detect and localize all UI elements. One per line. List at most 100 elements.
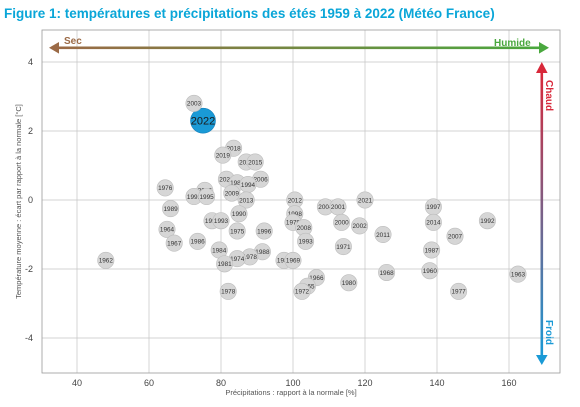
- point-label: 1966: [309, 275, 324, 282]
- point-label: 1989: [163, 206, 178, 213]
- point-bubble: [424, 213, 442, 231]
- point-bubble: [333, 213, 351, 231]
- point-label: 1976: [158, 185, 173, 192]
- data-point: 1978: [219, 282, 237, 300]
- data-point: 1977: [450, 282, 468, 300]
- data-point: 1992: [478, 212, 496, 230]
- plot-frame: [41, 29, 561, 374]
- point-bubble: [165, 234, 183, 252]
- point-bubble: [237, 191, 255, 209]
- point-bubble: [478, 212, 496, 230]
- point-bubble: [284, 251, 302, 269]
- data-point: 1996: [255, 222, 273, 240]
- point-label: 2020: [219, 177, 234, 184]
- x-tick-label: 40: [72, 378, 82, 388]
- data-point: 1981: [216, 255, 234, 273]
- data-point: 1993: [297, 232, 315, 250]
- x-tick-label: 60: [144, 378, 154, 388]
- point-bubble: [446, 227, 464, 245]
- data-point: 2011: [374, 226, 392, 244]
- data-point: 2013: [237, 191, 255, 209]
- point-label: 1960: [423, 268, 438, 275]
- point-label: 2015: [248, 159, 263, 166]
- hot-label: Chaud: [543, 80, 554, 111]
- point-bubble: [219, 282, 237, 300]
- wet-label: Humide: [494, 38, 531, 49]
- point-bubble: [162, 200, 180, 218]
- point-label: 1963: [511, 271, 526, 278]
- point-bubble: [340, 274, 358, 292]
- y-tick-label: 4: [28, 57, 33, 67]
- data-point: 1997: [424, 198, 442, 216]
- point-label: 2006: [253, 177, 268, 184]
- x-tick-label: 120: [357, 378, 372, 388]
- data-point: 1986: [189, 232, 207, 250]
- data-point: 1975: [228, 222, 246, 240]
- data-point: 1963: [509, 265, 527, 283]
- x-axis-ticks: 40 60 80 100 120 140 160: [72, 378, 517, 388]
- point-label: 1974: [230, 256, 245, 263]
- cold-label: Froid: [543, 320, 554, 345]
- point-label: 2003: [187, 101, 202, 108]
- point-bubble: [450, 282, 468, 300]
- y-tick-label: -2: [25, 264, 33, 274]
- y-axis-ticks: -4 -2 0 2 4: [25, 57, 33, 343]
- point-label: 1988: [255, 249, 270, 256]
- point-bubble: [185, 94, 203, 112]
- arrow-up-icon: [536, 62, 548, 73]
- dry-label: Sec: [64, 36, 82, 47]
- point-bubble: [158, 220, 176, 238]
- point-label: 1971: [336, 244, 351, 251]
- data-point: 2014: [424, 213, 442, 231]
- point-label: 2013: [239, 197, 254, 204]
- y-tick-label: -4: [25, 333, 33, 343]
- data-point: 1980: [340, 274, 358, 292]
- point-bubble: [216, 255, 234, 273]
- point-label: 2014: [426, 220, 441, 227]
- point-label: 1987: [424, 247, 439, 254]
- point-label: 1977: [451, 289, 466, 296]
- point-bubble: [351, 217, 369, 235]
- point-label: 1995: [199, 194, 214, 201]
- point-label: 2008: [297, 225, 312, 232]
- data-point: 1976: [156, 179, 174, 197]
- point-bubble: [297, 232, 315, 250]
- point-label: 2009: [225, 190, 240, 197]
- point-label: 2022: [191, 116, 215, 128]
- point-label: 2001: [331, 204, 346, 211]
- point-bubble: [293, 282, 311, 300]
- point-label: 1993: [214, 218, 229, 225]
- data-point: 2001: [329, 198, 347, 216]
- data-point: 1960: [421, 262, 439, 280]
- data-point: 2007: [446, 227, 464, 245]
- point-bubble: [97, 251, 115, 269]
- point-label: 1996: [257, 228, 272, 235]
- data-point: 1995: [198, 188, 216, 206]
- data-point: 1987: [423, 241, 441, 259]
- point-label: 1972: [295, 289, 310, 296]
- x-tick-label: 80: [216, 378, 226, 388]
- point-label: 1975: [230, 228, 245, 235]
- point-label: 1990: [232, 211, 247, 218]
- point-label: 1986: [190, 239, 205, 246]
- arrow-left-icon: [49, 42, 59, 54]
- data-point: 1971: [334, 238, 352, 256]
- point-label: 1999: [205, 218, 220, 225]
- point-bubble: [223, 184, 241, 202]
- data-point: 1972: [293, 282, 311, 300]
- data-point: 2000: [333, 213, 351, 231]
- data-point: 1962: [97, 251, 115, 269]
- hot-cold-arrow: [536, 62, 548, 365]
- point-label: 1978: [221, 289, 236, 296]
- point-label: 1964: [160, 227, 175, 234]
- point-label: 1979: [286, 220, 301, 227]
- point-bubble: [214, 146, 232, 164]
- x-tick-label: 100: [285, 378, 300, 388]
- point-bubble: [374, 226, 392, 244]
- point-label: 2004: [318, 204, 333, 211]
- point-bubble: [230, 205, 248, 223]
- arrow-down-icon: [536, 355, 548, 365]
- point-label: 2011: [376, 232, 390, 239]
- point-label: 1992: [480, 218, 495, 225]
